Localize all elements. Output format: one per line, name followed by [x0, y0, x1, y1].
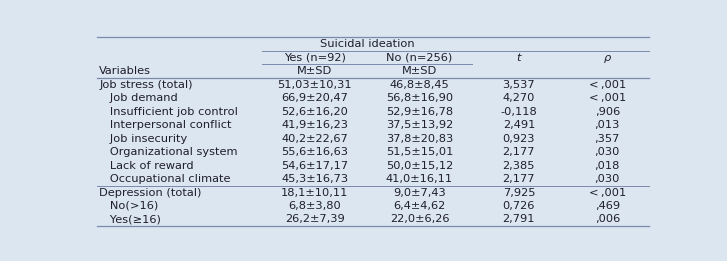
Text: 52,6±16,20: 52,6±16,20 [281, 106, 348, 117]
Text: ρ: ρ [603, 52, 611, 63]
Text: Occupational climate: Occupational climate [100, 174, 231, 184]
Text: 18,1±10,11: 18,1±10,11 [281, 187, 348, 198]
Text: 45,3±16,73: 45,3±16,73 [281, 174, 348, 184]
Text: 41,0±16,11: 41,0±16,11 [386, 174, 453, 184]
Text: Yes(≥16): Yes(≥16) [100, 215, 161, 224]
Text: 2,177: 2,177 [502, 174, 535, 184]
Text: 56,8±16,90: 56,8±16,90 [386, 93, 453, 103]
Text: Interpersonal conflict: Interpersonal conflict [100, 120, 232, 130]
Text: Job stress (total): Job stress (total) [100, 80, 193, 90]
Text: < ,001: < ,001 [589, 187, 626, 198]
Text: 6,8±3,80: 6,8±3,80 [288, 201, 341, 211]
Text: -0,118: -0,118 [500, 106, 537, 117]
Text: M±SD: M±SD [402, 66, 437, 76]
Text: 37,8±20,83: 37,8±20,83 [386, 134, 453, 144]
Text: Organizational system: Organizational system [100, 147, 238, 157]
Text: ,357: ,357 [595, 134, 620, 144]
Text: 51,03±10,31: 51,03±10,31 [277, 80, 352, 90]
Text: 66,9±20,47: 66,9±20,47 [281, 93, 348, 103]
Text: Job demand: Job demand [100, 93, 178, 103]
Text: ,030: ,030 [595, 174, 620, 184]
Text: M±SD: M±SD [297, 66, 332, 76]
Text: 37,5±13,92: 37,5±13,92 [386, 120, 453, 130]
Text: ,469: ,469 [595, 201, 620, 211]
Text: Lack of reward: Lack of reward [100, 161, 194, 170]
Text: ,906: ,906 [595, 106, 620, 117]
Text: Suicidal ideation: Suicidal ideation [320, 39, 414, 49]
Text: 51,5±15,01: 51,5±15,01 [386, 147, 453, 157]
Text: 55,6±16,63: 55,6±16,63 [281, 147, 348, 157]
Text: Yes (n=92): Yes (n=92) [284, 52, 345, 63]
Text: 2,791: 2,791 [502, 215, 535, 224]
Text: 2,491: 2,491 [503, 120, 535, 130]
Text: ,006: ,006 [595, 215, 620, 224]
Text: Job insecurity: Job insecurity [100, 134, 188, 144]
Text: ,013: ,013 [595, 120, 620, 130]
Text: 41,9±16,23: 41,9±16,23 [281, 120, 348, 130]
Text: < ,001: < ,001 [589, 93, 626, 103]
Text: Insufficient job control: Insufficient job control [100, 106, 238, 117]
Text: t: t [517, 52, 521, 63]
Text: 2,385: 2,385 [502, 161, 535, 170]
Text: < ,001: < ,001 [589, 80, 626, 90]
Text: ,030: ,030 [595, 147, 620, 157]
Text: 6,4±4,62: 6,4±4,62 [393, 201, 446, 211]
Text: 22,0±6,26: 22,0±6,26 [390, 215, 449, 224]
Text: ,018: ,018 [595, 161, 620, 170]
Text: No (n=256): No (n=256) [386, 52, 453, 63]
Text: 4,270: 4,270 [503, 93, 535, 103]
Text: 40,2±22,67: 40,2±22,67 [281, 134, 348, 144]
Text: 50,0±15,12: 50,0±15,12 [386, 161, 453, 170]
Text: 0,923: 0,923 [502, 134, 535, 144]
Text: 7,925: 7,925 [502, 187, 535, 198]
Text: 52,9±16,78: 52,9±16,78 [386, 106, 453, 117]
Text: 3,537: 3,537 [502, 80, 535, 90]
Text: Variables: Variables [100, 66, 151, 76]
Text: 9,0±7,43: 9,0±7,43 [393, 187, 446, 198]
Text: No(>16): No(>16) [100, 201, 158, 211]
Text: Depression (total): Depression (total) [100, 187, 201, 198]
Text: 2,177: 2,177 [502, 147, 535, 157]
Text: 46,8±8,45: 46,8±8,45 [390, 80, 449, 90]
Text: 54,6±17,17: 54,6±17,17 [281, 161, 348, 170]
Text: 0,726: 0,726 [503, 201, 535, 211]
Text: 26,2±7,39: 26,2±7,39 [285, 215, 345, 224]
